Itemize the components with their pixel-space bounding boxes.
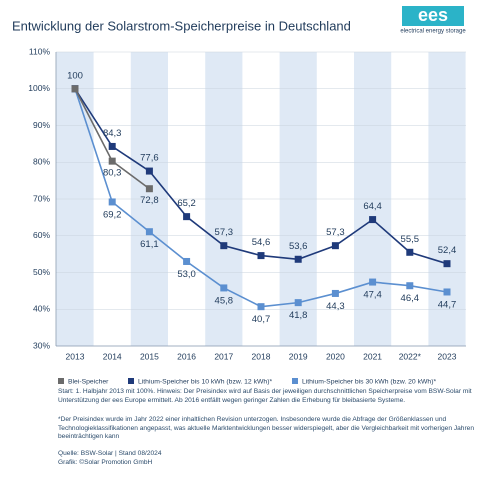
marker bbox=[183, 257, 191, 265]
source: Quelle: BSW-Solar | Stand 08/2024 bbox=[58, 450, 162, 457]
marker bbox=[71, 85, 79, 93]
x-tick-label: 2013 bbox=[66, 351, 85, 361]
marker bbox=[220, 284, 228, 292]
y-tick-label: 60% bbox=[33, 230, 50, 240]
logo-subtitle: electrical energy storage bbox=[400, 29, 466, 35]
logo-text: ees bbox=[418, 5, 448, 25]
marker bbox=[406, 282, 414, 290]
logo-box bbox=[402, 6, 464, 26]
marker bbox=[331, 289, 339, 297]
y-tick-label: 110% bbox=[29, 46, 51, 56]
marker bbox=[145, 228, 153, 236]
marker bbox=[108, 142, 116, 150]
x-tick-label: 2014 bbox=[103, 351, 122, 361]
y-tick-label: 80% bbox=[33, 157, 50, 167]
marker bbox=[294, 255, 302, 263]
x-tick-label: 2019 bbox=[289, 351, 308, 361]
value-label: 54,6 bbox=[252, 237, 271, 248]
marker bbox=[294, 299, 302, 307]
x-tick-label: 2016 bbox=[177, 351, 196, 361]
marker bbox=[369, 216, 377, 224]
value-label: 84,3 bbox=[103, 128, 122, 139]
chart-title: Entwicklung der Solarstrom-Speicherpreis… bbox=[12, 18, 351, 33]
marker bbox=[145, 185, 153, 193]
value-label: 72,8 bbox=[140, 195, 159, 206]
y-tick-label: 90% bbox=[33, 120, 50, 130]
marker bbox=[108, 198, 116, 206]
value-label: 47,4 bbox=[363, 290, 382, 301]
marker bbox=[406, 248, 414, 256]
value-label: 53,0 bbox=[177, 269, 196, 280]
x-tick-label: 2020 bbox=[326, 351, 345, 361]
value-label: 64,4 bbox=[363, 201, 382, 212]
x-tick-label: 2022* bbox=[399, 351, 422, 361]
legend-label: Lithium-Speicher bis 30 kWh (bzw. 20 kWh… bbox=[302, 378, 436, 385]
value-label: 45,8 bbox=[215, 295, 234, 306]
y-tick-label: 30% bbox=[33, 340, 50, 350]
value-label: 100 bbox=[67, 70, 83, 81]
value-label: 55,5 bbox=[401, 234, 420, 245]
source: Grafik: ©Solar Promotion GmbH bbox=[58, 459, 153, 466]
value-label: 61,1 bbox=[140, 239, 159, 250]
legend-swatch bbox=[128, 378, 134, 384]
value-label: 44,3 bbox=[326, 301, 345, 312]
marker bbox=[220, 242, 228, 250]
marker bbox=[257, 303, 265, 311]
x-tick-label: 2018 bbox=[252, 351, 271, 361]
marker bbox=[443, 288, 451, 296]
value-label: 57,3 bbox=[215, 227, 234, 238]
x-tick-label: 2015 bbox=[140, 351, 159, 361]
value-label: 53,6 bbox=[289, 241, 308, 252]
marker bbox=[443, 260, 451, 268]
value-label: 52,4 bbox=[438, 245, 457, 256]
value-label: 57,3 bbox=[326, 227, 345, 238]
value-label: 69,2 bbox=[103, 209, 122, 220]
marker bbox=[369, 278, 377, 286]
marker bbox=[108, 157, 116, 165]
y-tick-label: 70% bbox=[33, 193, 50, 203]
y-tick-label: 100% bbox=[28, 83, 50, 93]
value-label: 40,7 bbox=[252, 314, 271, 325]
marker bbox=[257, 252, 265, 260]
value-label: 46,4 bbox=[401, 293, 420, 304]
marker bbox=[331, 242, 339, 250]
legend-label: Lithium-Speicher bis 10 kWh (bzw. 12 kWh… bbox=[138, 378, 272, 385]
x-tick-label: 2023 bbox=[438, 351, 457, 361]
value-label: 80,3 bbox=[103, 168, 122, 179]
value-label: 44,7 bbox=[438, 299, 457, 310]
note: Start: 1. Halbjahr 2013 mit 100%. Hinwei… bbox=[58, 388, 472, 404]
value-label: 77,6 bbox=[140, 153, 159, 164]
legend-swatch bbox=[58, 378, 64, 384]
marker bbox=[145, 167, 153, 175]
marker bbox=[183, 213, 191, 221]
legend-label: Blei-Speicher bbox=[68, 378, 109, 385]
x-tick-label: 2017 bbox=[214, 351, 233, 361]
x-tick-label: 2021 bbox=[363, 351, 382, 361]
y-tick-label: 50% bbox=[33, 267, 50, 277]
legend-swatch bbox=[292, 378, 298, 384]
value-label: 65,2 bbox=[177, 198, 196, 209]
y-tick-label: 40% bbox=[33, 304, 50, 314]
note: *Der Preisindex wurde im Jahr 2022 einer… bbox=[58, 416, 475, 440]
value-label: 41,8 bbox=[289, 310, 308, 321]
